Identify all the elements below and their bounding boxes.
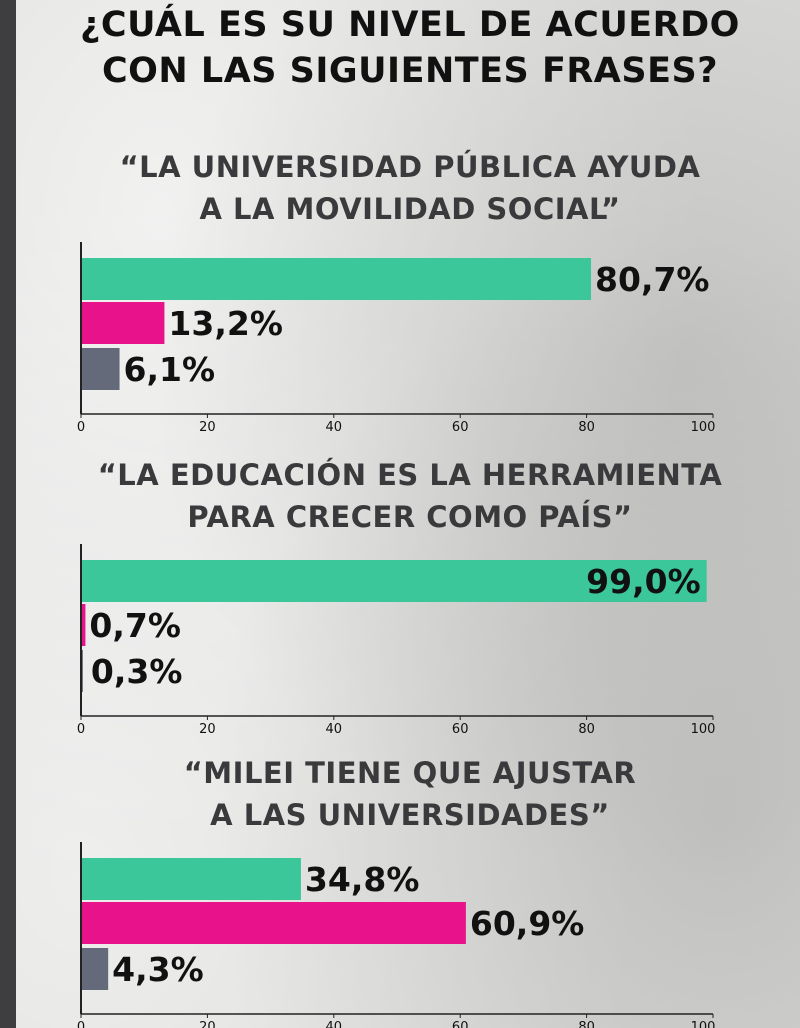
chart-2-title: “LA EDUCACIÓN ES LA HERRAMIENTA PARA CRE… xyxy=(40,454,780,538)
chart-2-title-line-1: “LA EDUCACIÓN ES LA HERRAMIENTA xyxy=(97,458,723,492)
chart-3-tick-label-20: 20 xyxy=(199,1020,216,1028)
chart-3-tick-label-80: 80 xyxy=(578,1020,595,1028)
chart-2-value-label-agree: 99,0% xyxy=(586,562,701,601)
chart-2-title-line-2: PARA CRECER COMO PAÍS” xyxy=(187,500,633,534)
page-title-line-1: ¿CUÁL ES SU NIVEL DE ACUERDO xyxy=(80,5,740,45)
chart-1-bar-neutral xyxy=(81,348,120,390)
chart-1-value-label-agree: 80,7% xyxy=(595,260,710,299)
chart-1-tick-label-0: 0 xyxy=(77,420,85,435)
chart-3-title: “MILEI TIENE QUE AJUSTAR A LAS UNIVERSID… xyxy=(40,752,780,836)
left-strip xyxy=(0,0,16,1028)
chart-3-bar-neutral xyxy=(81,948,109,990)
chart-1-tick-label-100: 100 xyxy=(691,420,716,435)
chart-2-tick-label-40: 40 xyxy=(326,722,343,737)
chart-2-tick-label-80: 80 xyxy=(578,722,595,737)
chart-1-bar-disagree xyxy=(81,302,165,344)
chart-3-bar-disagree xyxy=(81,902,466,944)
chart-3-title-line-2: A LAS UNIVERSIDADES” xyxy=(210,798,610,832)
chart-1-bar-agree xyxy=(81,258,592,300)
chart-2-bar-agree xyxy=(81,560,707,602)
chart-1-title-line-2: A LA MOVILIDAD SOCIAL” xyxy=(199,192,621,226)
page-title-line-2: CON LAS SIGUIENTES FRASES? xyxy=(101,51,719,91)
chart-3-tick-label-100: 100 xyxy=(691,1020,716,1028)
chart-2-tick-label-0: 0 xyxy=(77,722,85,737)
chart-2-value-label-disagree: 0,7% xyxy=(89,606,181,645)
chart-1-value-label-disagree: 13,2% xyxy=(168,304,283,343)
chart-3-bar-agree xyxy=(81,858,301,900)
chart-1-tick-label-80: 80 xyxy=(578,420,595,435)
chart-1-tick-label-20: 20 xyxy=(199,420,216,435)
chart-1-title: “LA UNIVERSIDAD PÚBLICA AYUDA A LA MOVIL… xyxy=(40,146,780,230)
chart-3-value-label-neutral: 4,3% xyxy=(112,950,204,989)
page-title: ¿CUÁL ES SU NIVEL DE ACUERDO CON LAS SIG… xyxy=(20,2,800,94)
chart-1-value-label-neutral: 6,1% xyxy=(124,350,216,389)
chart-3-tick-label-0: 0 xyxy=(77,1020,85,1028)
chart-3-value-label-disagree: 60,9% xyxy=(470,904,585,943)
chart-3-tick-label-40: 40 xyxy=(326,1020,343,1028)
chart-3-tick-label-60: 60 xyxy=(452,1020,469,1028)
chart-3: 34,8% 60,9% 4,3% 0 20 40 60 80 100 xyxy=(77,842,716,1028)
chart-1-tick-label-40: 40 xyxy=(326,420,343,435)
chart-2-tick-label-60: 60 xyxy=(452,722,469,737)
chart-2: 99,0% 0,7% 0,3% 0 20 40 60 80 100 xyxy=(77,544,716,737)
chart-1-title-line-1: “LA UNIVERSIDAD PÚBLICA AYUDA xyxy=(119,150,701,184)
chart-1-tick-label-60: 60 xyxy=(452,420,469,435)
chart-2-value-label-neutral: 0,3% xyxy=(91,652,183,691)
chart-3-value-label-agree: 34,8% xyxy=(305,860,420,899)
chart-2-tick-label-100: 100 xyxy=(691,722,716,737)
chart-3-title-line-1: “MILEI TIENE QUE AJUSTAR xyxy=(183,756,637,790)
chart-1: 80,7% 13,2% 6,1% 0 20 40 60 80 100 xyxy=(77,242,716,435)
chart-2-bar-disagree xyxy=(81,604,86,646)
chart-2-tick-label-20: 20 xyxy=(199,722,216,737)
